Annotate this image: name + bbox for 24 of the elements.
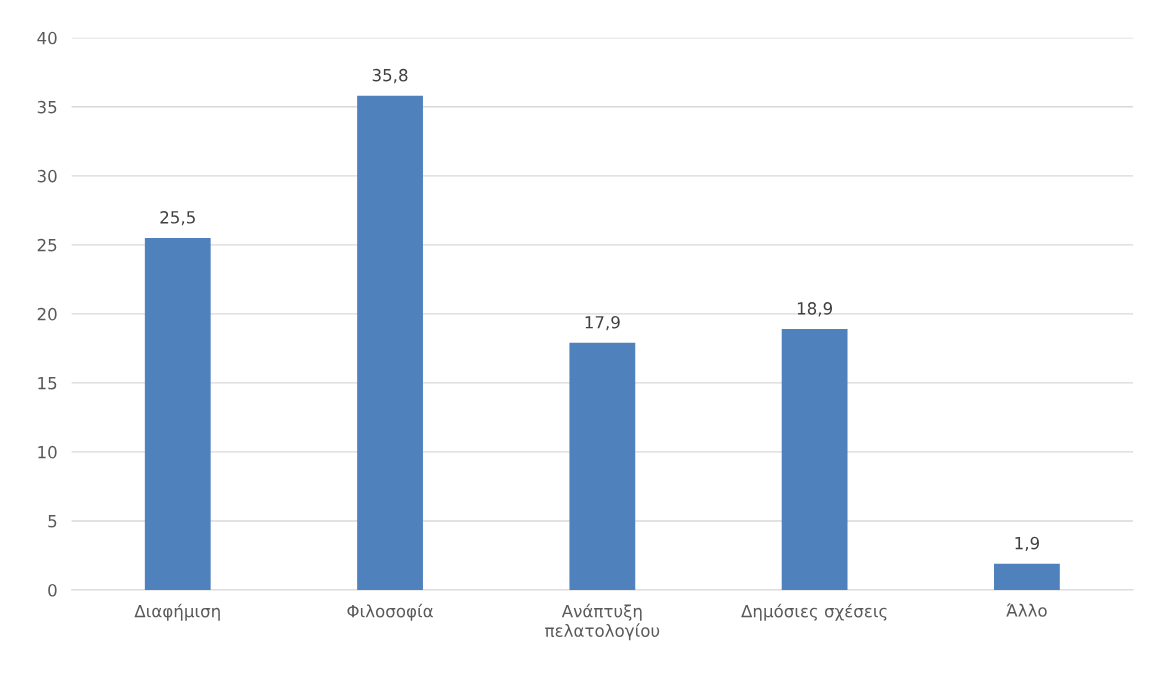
y-tick-label: 25 xyxy=(37,238,57,252)
x-tick-label: Φιλοσοφία xyxy=(347,603,433,621)
y-tick-label: 15 xyxy=(38,377,57,390)
y-tick-label: 0 xyxy=(48,583,57,597)
data-label: 35,8 xyxy=(372,68,408,84)
y-tick-label: 5 xyxy=(48,515,57,528)
y-tick-label: 20 xyxy=(37,307,57,321)
x-tick-label: Άλλο xyxy=(1006,603,1047,617)
data-label: 25,5 xyxy=(160,211,195,226)
data-label: 17,9 xyxy=(585,315,620,331)
x-tick-label: Δημόσιες σχέσεις xyxy=(741,603,887,621)
bar xyxy=(994,563,1060,590)
y-tick-label: 35 xyxy=(37,100,57,114)
y-tick-label: 40 xyxy=(37,31,57,45)
bar xyxy=(144,237,211,590)
bar xyxy=(569,342,636,590)
y-tick-label: 30 xyxy=(37,169,57,183)
y-tick-label: 10 xyxy=(38,445,57,459)
x-tick-label: Ανάπτυξη πελατολογίου xyxy=(545,603,660,641)
data-label: 18,9 xyxy=(797,302,832,317)
data-label: 1,9 xyxy=(1015,536,1039,552)
bar xyxy=(781,329,848,590)
x-tick-label: Διαφήμιση xyxy=(134,603,220,621)
bar xyxy=(357,95,423,590)
